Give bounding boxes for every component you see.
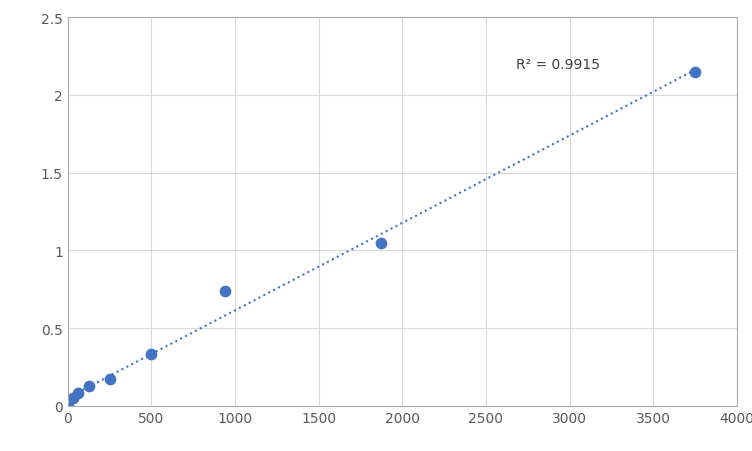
Point xyxy=(375,239,387,247)
Point xyxy=(145,351,157,358)
Point xyxy=(62,402,74,410)
Point xyxy=(104,376,116,383)
Point xyxy=(83,382,95,389)
Point xyxy=(72,390,84,397)
Point xyxy=(689,69,701,76)
Point xyxy=(219,287,231,295)
Point xyxy=(67,395,79,402)
Text: R² = 0.9915: R² = 0.9915 xyxy=(516,58,600,72)
